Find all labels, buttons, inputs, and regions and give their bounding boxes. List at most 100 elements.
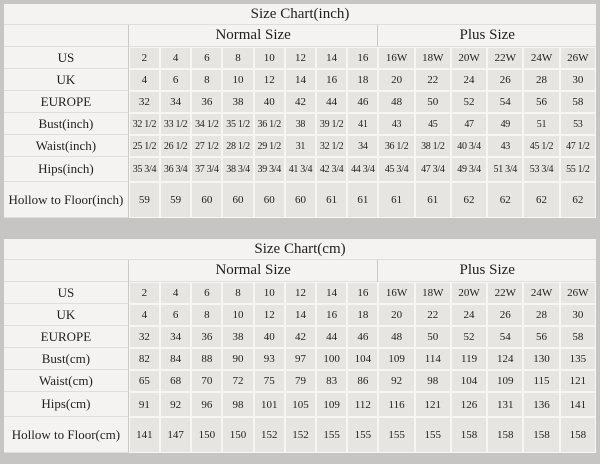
size-value-cell: 98 xyxy=(414,370,451,392)
size-value-cell: 97 xyxy=(284,348,317,370)
size-value-cell: 20W xyxy=(450,47,488,69)
column-group-label: Normal Size xyxy=(128,25,379,47)
size-value-cell: 155 xyxy=(414,417,451,453)
size-value-cell: 45 1/2 xyxy=(523,135,560,157)
size-value-cell: 52 xyxy=(450,91,488,113)
size-value-cell: 49 xyxy=(487,113,524,135)
size-value-cell: 4 xyxy=(128,304,161,326)
size-value-cell: 16W xyxy=(378,282,415,304)
size-value-cell: 10 xyxy=(253,47,285,69)
size-value-cell: 68 xyxy=(160,370,192,392)
size-value-cell: 98 xyxy=(222,392,254,417)
size-value-cell: 47 3/4 xyxy=(414,157,451,182)
size-value-cell: 109 xyxy=(316,392,348,417)
size-value-cell: 24W xyxy=(523,47,560,69)
row-label-cell: Bust(cm) xyxy=(4,348,129,370)
column-group-label: Normal Size xyxy=(128,260,379,282)
table-row: US 2 4 6 8 10 12 14 16 16W 18W 20W 22W 24W 26W xyxy=(4,47,596,69)
size-value-cell: 16 xyxy=(316,69,348,91)
size-value-cell: 30 xyxy=(559,304,596,326)
size-value-cell: 29 1/2 xyxy=(253,135,285,157)
size-value-cell: 40 xyxy=(253,91,285,113)
table-row: US 2 4 6 8 10 12 14 16 16W 18W 20W 22W 24W 26W xyxy=(4,282,596,304)
size-value-cell: 158 xyxy=(487,417,524,453)
size-value-cell: 20W xyxy=(450,282,488,304)
size-value-cell: 34 1/2 xyxy=(191,113,223,135)
size-value-cell: 62 xyxy=(559,182,596,218)
row-label-cell: EUROPE xyxy=(4,91,129,113)
size-value-cell: 36 3/4 xyxy=(160,157,192,182)
size-chart-inch-table: Size Chart(inch) Normal Size Plus Size US 2 4… xyxy=(4,4,596,218)
size-value-cell: 12 xyxy=(284,47,317,69)
size-value-cell: 124 xyxy=(487,348,524,370)
row-label-cell: Waist(cm) xyxy=(4,370,129,392)
size-value-cell: 48 xyxy=(378,91,415,113)
size-value-cell: 105 xyxy=(284,392,317,417)
size-value-cell: 28 1/2 xyxy=(222,135,254,157)
column-group-label: Plus Size xyxy=(378,25,596,47)
size-value-cell: 109 xyxy=(487,370,524,392)
size-value-cell: 56 xyxy=(523,91,560,113)
size-value-cell: 152 xyxy=(253,417,285,453)
size-value-cell: 109 xyxy=(378,348,415,370)
size-chart-cm-table: Size Chart(cm) Normal Size Plus Size US 2 4 6 8… xyxy=(4,239,596,453)
size-value-cell: 40 3/4 xyxy=(450,135,488,157)
size-value-cell: 34 xyxy=(347,135,379,157)
size-value-cell: 44 3/4 xyxy=(347,157,379,182)
table-row: Hollow to Floor(inch) 59 59 60 60 60 60 61 61 61 6… xyxy=(4,182,596,218)
size-value-cell: 54 xyxy=(487,326,524,348)
size-value-cell: 18 xyxy=(347,304,379,326)
size-value-cell: 53 xyxy=(559,113,596,135)
size-value-cell: 158 xyxy=(559,417,596,453)
size-value-cell: 54 xyxy=(487,91,524,113)
size-value-cell: 44 xyxy=(316,326,348,348)
size-value-cell: 40 xyxy=(253,326,285,348)
size-value-cell: 62 xyxy=(450,182,488,218)
size-value-cell: 36 xyxy=(191,326,223,348)
size-value-cell: 10 xyxy=(253,282,285,304)
size-value-cell: 86 xyxy=(347,370,379,392)
size-value-cell: 31 xyxy=(284,135,317,157)
size-value-cell: 26 xyxy=(487,69,524,91)
size-value-cell: 32 xyxy=(128,326,161,348)
size-value-cell: 2 xyxy=(128,282,161,304)
size-value-cell: 84 xyxy=(160,348,192,370)
size-value-cell: 20 xyxy=(378,304,415,326)
size-value-cell: 20 xyxy=(378,69,415,91)
table-row: Bust(cm) 82 84 88 90 93 97 100 104 109 114 119 124 13… xyxy=(4,348,596,370)
size-value-cell: 25 1/2 xyxy=(128,135,161,157)
size-value-cell: 136 xyxy=(523,392,560,417)
size-value-cell: 93 xyxy=(253,348,285,370)
table-row: Bust(inch) 32 1/2 33 1/2 34 1/2 35 1/2 36 1/2… xyxy=(4,113,596,135)
table-row: Hips(inch) 35 3/4 36 3/4 37 3/4 38 3/4 39 3/4… xyxy=(4,157,596,182)
size-value-cell: 158 xyxy=(450,417,488,453)
size-value-cell: 100 xyxy=(316,348,348,370)
size-value-cell: 18W xyxy=(414,47,451,69)
size-value-cell: 79 xyxy=(284,370,317,392)
size-value-cell: 36 1/2 xyxy=(378,135,415,157)
row-label-cell: Hollow to Floor(inch) xyxy=(4,182,129,218)
size-value-cell: 155 xyxy=(316,417,348,453)
size-value-cell: 26 xyxy=(487,304,524,326)
size-value-cell: 27 1/2 xyxy=(191,135,223,157)
size-value-cell: 39 3/4 xyxy=(253,157,285,182)
size-value-cell: 59 xyxy=(128,182,161,218)
size-value-cell: 60 xyxy=(253,182,285,218)
row-label-cell: US xyxy=(4,282,129,304)
size-value-cell: 58 xyxy=(559,91,596,113)
size-value-cell: 18 xyxy=(347,69,379,91)
size-value-cell: 150 xyxy=(191,417,223,453)
size-value-cell: 8 xyxy=(222,282,254,304)
row-label-cell: Hips(cm) xyxy=(4,392,129,417)
size-value-cell: 150 xyxy=(222,417,254,453)
size-value-cell: 32 xyxy=(128,91,161,113)
size-value-cell: 26W xyxy=(559,282,596,304)
size-value-cell: 38 3/4 xyxy=(222,157,254,182)
size-value-cell: 75 xyxy=(253,370,285,392)
size-value-cell: 32 1/2 xyxy=(128,113,161,135)
size-value-cell: 42 xyxy=(284,91,317,113)
size-value-cell: 62 xyxy=(523,182,560,218)
size-value-cell: 12 xyxy=(253,69,285,91)
size-value-cell: 61 xyxy=(414,182,451,218)
size-value-cell: 26W xyxy=(559,47,596,69)
